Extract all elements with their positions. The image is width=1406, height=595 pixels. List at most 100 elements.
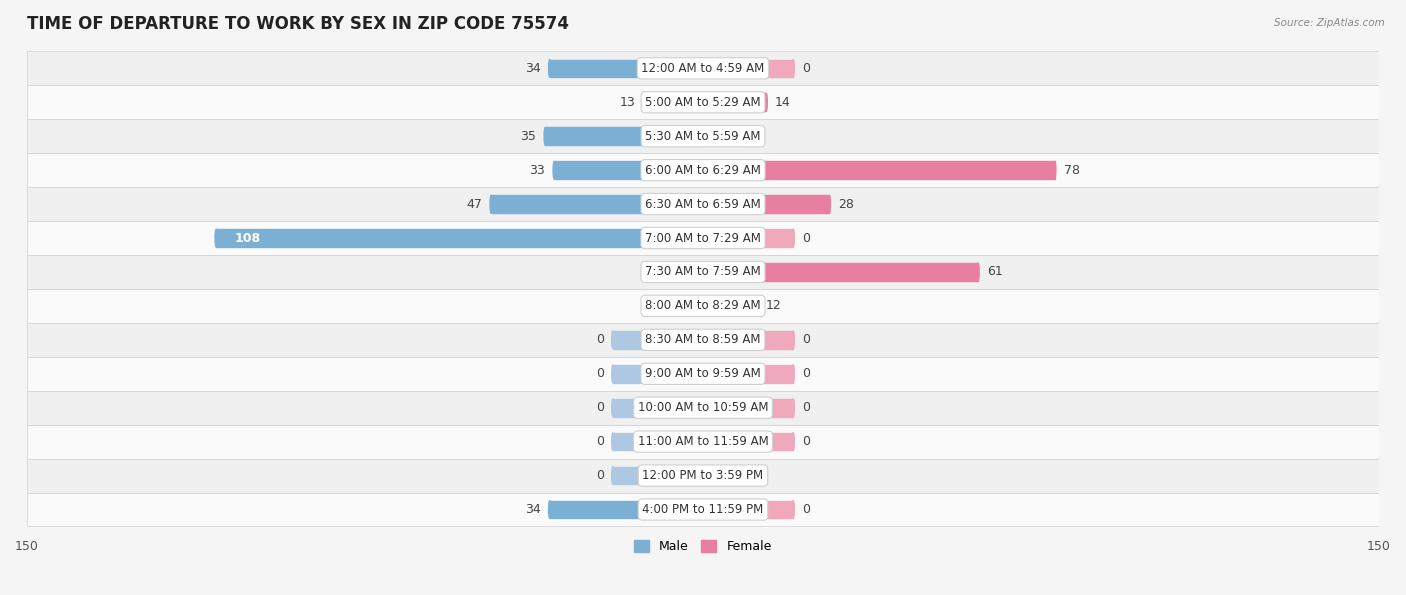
Bar	[703, 365, 793, 383]
Bar	[217, 229, 703, 247]
Circle shape	[702, 229, 704, 247]
Circle shape	[612, 433, 614, 450]
Bar	[546, 127, 703, 145]
Bar	[613, 466, 703, 484]
Circle shape	[702, 297, 704, 315]
Circle shape	[702, 93, 704, 111]
Text: 7:00 AM to 7:29 AM: 7:00 AM to 7:29 AM	[645, 231, 761, 245]
Circle shape	[756, 297, 758, 315]
Circle shape	[702, 331, 704, 349]
Bar	[703, 93, 766, 111]
Text: TIME OF DEPARTURE TO WORK BY SEX IN ZIP CODE 75574: TIME OF DEPARTURE TO WORK BY SEX IN ZIP …	[27, 15, 569, 33]
Circle shape	[977, 263, 979, 281]
Text: 0: 0	[803, 435, 810, 448]
Text: 0: 0	[596, 435, 603, 448]
Bar	[27, 255, 1379, 289]
Bar	[703, 229, 793, 247]
Bar	[27, 153, 1379, 187]
Bar	[27, 221, 1379, 255]
Bar	[703, 297, 756, 315]
Text: 14: 14	[775, 96, 790, 109]
Bar	[703, 263, 979, 281]
Text: 9: 9	[752, 130, 761, 143]
Circle shape	[702, 399, 704, 416]
Circle shape	[702, 263, 704, 281]
Circle shape	[702, 433, 704, 450]
Bar	[613, 399, 703, 416]
Text: 0: 0	[596, 367, 603, 380]
Circle shape	[675, 263, 678, 281]
Text: 8: 8	[650, 299, 658, 312]
Bar	[27, 391, 1379, 425]
Text: 61: 61	[987, 265, 1002, 278]
Text: 33: 33	[530, 164, 546, 177]
Text: 0: 0	[803, 367, 810, 380]
Bar	[27, 323, 1379, 357]
Bar	[613, 433, 703, 450]
Circle shape	[702, 263, 704, 281]
Circle shape	[792, 399, 794, 416]
Text: 11:00 AM to 11:59 AM: 11:00 AM to 11:59 AM	[638, 435, 768, 448]
Text: 4:00 PM to 11:59 PM: 4:00 PM to 11:59 PM	[643, 503, 763, 516]
Circle shape	[702, 127, 704, 145]
Text: 12: 12	[766, 299, 782, 312]
Circle shape	[792, 60, 794, 77]
Text: 12:00 PM to 3:59 PM: 12:00 PM to 3:59 PM	[643, 469, 763, 482]
Text: 0: 0	[596, 333, 603, 346]
Bar	[644, 93, 703, 111]
Circle shape	[548, 500, 551, 518]
Text: 34: 34	[524, 503, 541, 516]
Bar	[703, 60, 793, 77]
Text: 0: 0	[803, 62, 810, 75]
Circle shape	[702, 466, 704, 484]
Circle shape	[792, 331, 794, 349]
Bar	[27, 357, 1379, 391]
Circle shape	[702, 433, 704, 450]
Circle shape	[1053, 161, 1056, 179]
Bar	[703, 433, 793, 450]
Text: 9:00 AM to 9:59 AM: 9:00 AM to 9:59 AM	[645, 367, 761, 380]
Text: 0: 0	[803, 401, 810, 414]
Text: 8:30 AM to 8:59 AM: 8:30 AM to 8:59 AM	[645, 333, 761, 346]
Text: 0: 0	[803, 503, 810, 516]
Text: 7: 7	[744, 469, 752, 482]
Circle shape	[702, 60, 704, 77]
Circle shape	[548, 60, 551, 77]
Text: 78: 78	[1063, 164, 1080, 177]
Text: 8:00 AM to 8:29 AM: 8:00 AM to 8:29 AM	[645, 299, 761, 312]
Text: 5:30 AM to 5:59 AM: 5:30 AM to 5:59 AM	[645, 130, 761, 143]
Bar	[491, 195, 703, 213]
Circle shape	[491, 195, 492, 213]
Text: 108: 108	[235, 231, 260, 245]
Circle shape	[702, 365, 704, 383]
Bar	[27, 85, 1379, 119]
Bar	[550, 60, 703, 77]
Circle shape	[792, 500, 794, 518]
Circle shape	[702, 399, 704, 416]
Bar	[676, 263, 703, 281]
Text: 6:00 AM to 6:29 AM: 6:00 AM to 6:29 AM	[645, 164, 761, 177]
Circle shape	[792, 365, 794, 383]
Text: 35: 35	[520, 130, 536, 143]
Text: Source: ZipAtlas.com: Source: ZipAtlas.com	[1274, 18, 1385, 28]
Bar	[27, 119, 1379, 153]
Bar	[27, 187, 1379, 221]
Circle shape	[612, 466, 614, 484]
Bar	[703, 466, 734, 484]
Bar	[703, 331, 793, 349]
Circle shape	[702, 500, 704, 518]
Bar	[703, 195, 830, 213]
Text: 0: 0	[596, 469, 603, 482]
Bar	[703, 161, 1054, 179]
Circle shape	[215, 229, 218, 247]
Text: 28: 28	[838, 198, 853, 211]
Legend: Male, Female: Male, Female	[630, 536, 776, 558]
Text: 10:00 AM to 10:59 AM: 10:00 AM to 10:59 AM	[638, 401, 768, 414]
Circle shape	[612, 365, 614, 383]
Circle shape	[702, 229, 704, 247]
Circle shape	[553, 161, 555, 179]
Bar	[554, 161, 703, 179]
Bar	[703, 399, 793, 416]
Bar	[550, 500, 703, 518]
Circle shape	[828, 195, 831, 213]
